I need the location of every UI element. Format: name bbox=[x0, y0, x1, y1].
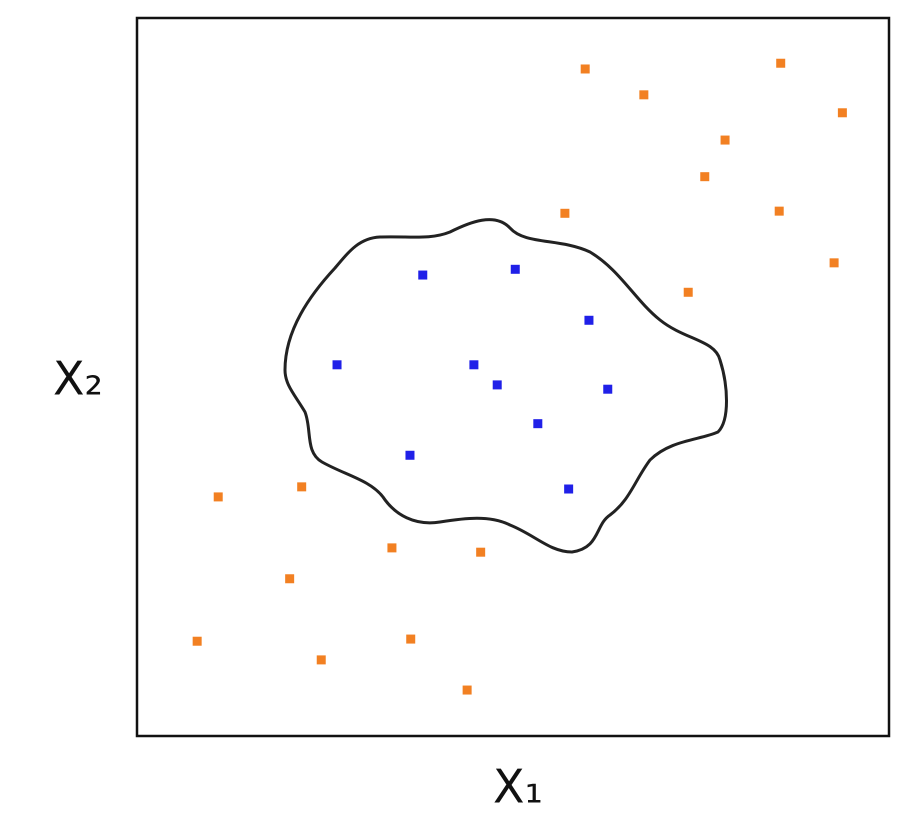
point bbox=[316, 655, 326, 665]
point bbox=[387, 543, 397, 553]
point bbox=[297, 482, 307, 492]
point bbox=[492, 380, 502, 390]
point bbox=[533, 419, 543, 429]
point bbox=[213, 492, 223, 502]
point bbox=[700, 172, 710, 182]
point bbox=[837, 108, 847, 118]
point bbox=[776, 58, 786, 68]
point bbox=[418, 270, 428, 280]
point bbox=[639, 90, 649, 100]
point bbox=[560, 208, 570, 218]
point bbox=[406, 634, 416, 644]
point bbox=[332, 360, 342, 370]
point bbox=[476, 547, 486, 557]
point bbox=[469, 360, 479, 370]
point bbox=[510, 264, 520, 274]
point bbox=[580, 64, 590, 74]
point bbox=[683, 287, 693, 297]
point bbox=[603, 384, 613, 394]
decision-boundary bbox=[283, 218, 728, 554]
point bbox=[829, 258, 839, 268]
y-axis-label: X₂ bbox=[53, 352, 103, 406]
point bbox=[462, 685, 472, 695]
point bbox=[285, 574, 295, 584]
point bbox=[405, 450, 415, 460]
point bbox=[192, 636, 202, 646]
point bbox=[584, 315, 594, 325]
plot-frame bbox=[135, 16, 891, 738]
point bbox=[774, 206, 784, 216]
x-axis-label: X₁ bbox=[493, 760, 543, 814]
point bbox=[564, 484, 574, 494]
point bbox=[720, 135, 730, 145]
